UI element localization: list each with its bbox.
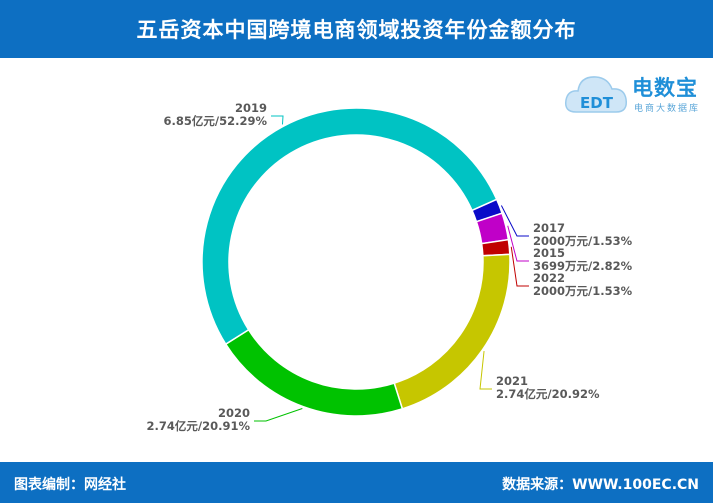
slice-label-year: 2015 [533, 246, 565, 260]
slice-labels: 20172000万元/1.53%20153699万元/2.82%20222000… [147, 101, 633, 433]
slice-2019 [201, 107, 498, 346]
slice-label-value: 2.74亿元/20.92% [496, 387, 600, 401]
slice-label-year: 2019 [235, 101, 267, 115]
donut-slices [201, 107, 511, 417]
slice-2021 [393, 253, 511, 410]
footer-bar: 图表编制：网经社 数据来源：WWW.100EC.CN [0, 462, 713, 503]
logo-name: 电数宝 [632, 76, 698, 100]
chart-title-bar: 五岳资本中国跨境电商领域投资年份金额分布 [0, 0, 713, 58]
slice-label-year: 2017 [533, 221, 565, 235]
slice-label-value: 2.74亿元/20.91% [147, 419, 251, 433]
donut-chart: 20172000万元/1.53%20153699万元/2.82%20222000… [147, 101, 633, 433]
footer-source: 数据来源：WWW.100EC.CN [502, 477, 699, 493]
leader-line-2021 [479, 351, 492, 390]
footer-compiler: 图表编制：网经社 [14, 477, 126, 493]
logo-subtitle: 电商大数据库 [634, 104, 701, 114]
slice-label-value: 2000万元/1.53% [533, 284, 633, 298]
slice-label-year: 2020 [218, 406, 250, 420]
slice-label-value: 3699万元/2.82% [533, 259, 633, 273]
leader-line-2020 [254, 408, 303, 422]
leader-line-2015 [507, 225, 529, 262]
chart-title: 五岳资本中国跨境电商领域投资年份金额分布 [136, 18, 577, 42]
slice-label-value: 6.85亿元/52.29% [164, 114, 268, 128]
slice-label-year: 2021 [496, 374, 528, 388]
cloud-logo-icon: EDT [564, 76, 628, 113]
slice-label-value: 2000万元/1.53% [533, 234, 633, 248]
slice-label-year: 2022 [533, 271, 565, 285]
slice-2020 [224, 328, 404, 417]
leader-line-2022 [510, 246, 529, 287]
leader-line-2019 [271, 115, 284, 125]
leader-line-2017 [500, 205, 529, 237]
logo-badge: EDT [580, 94, 614, 112]
